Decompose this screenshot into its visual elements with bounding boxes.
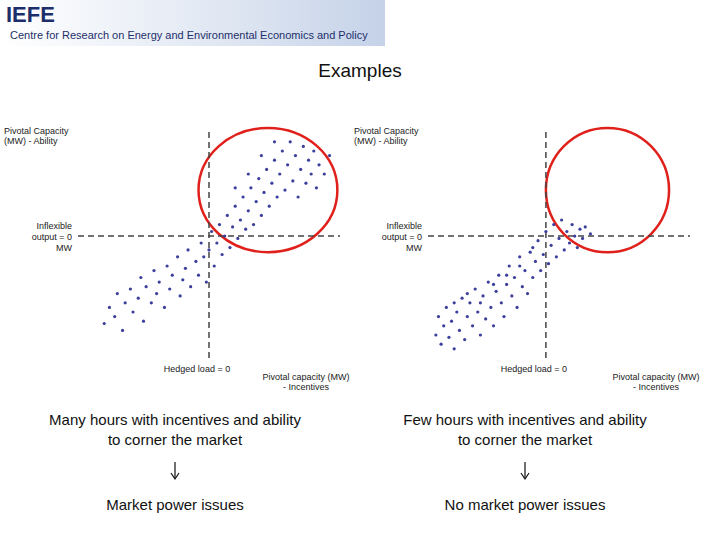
html-text:IEFE: IEFE	[6, 2, 55, 27]
svg-text:Inflexibleoutput = 0MW: Inflexibleoutput = 0MW	[32, 221, 73, 253]
html-text:Many hours with incentives and: Many hours with incentives and ability t…	[49, 411, 301, 448]
html-text:Pivotal Capacity (MW) - Abilit: Pivotal Capacity (MW) - Ability	[354, 126, 419, 146]
html-text:Centre for Research on Energy: Centre for Research on Energy and Enviro…	[10, 29, 368, 41]
html-text:No market power issues: No market power issues	[444, 496, 606, 513]
html-text:Pivotal Capacity (MW) - Abilit: Pivotal Capacity (MW) - Ability	[4, 126, 69, 146]
html-text:Pivotal capacity (MW) - Incent: Pivotal capacity (MW) - Incentives	[612, 372, 700, 392]
html-text:Pivotal capacity (MW) - Incent: Pivotal capacity (MW) - Incentives	[262, 372, 350, 392]
svg-text:Hedged load = 0: Hedged load = 0	[164, 364, 230, 374]
svg-text:Hedged load = 0: Hedged load = 0	[501, 364, 567, 374]
html-text:Examples: Examples	[318, 60, 402, 81]
html-text:Few hours with incentives and: Few hours with incentives and ability to…	[403, 411, 647, 448]
html-text:Market power issues: Market power issues	[106, 496, 244, 513]
svg-text:Inflexibleoutput = 0MW: Inflexibleoutput = 0MW	[382, 221, 423, 253]
